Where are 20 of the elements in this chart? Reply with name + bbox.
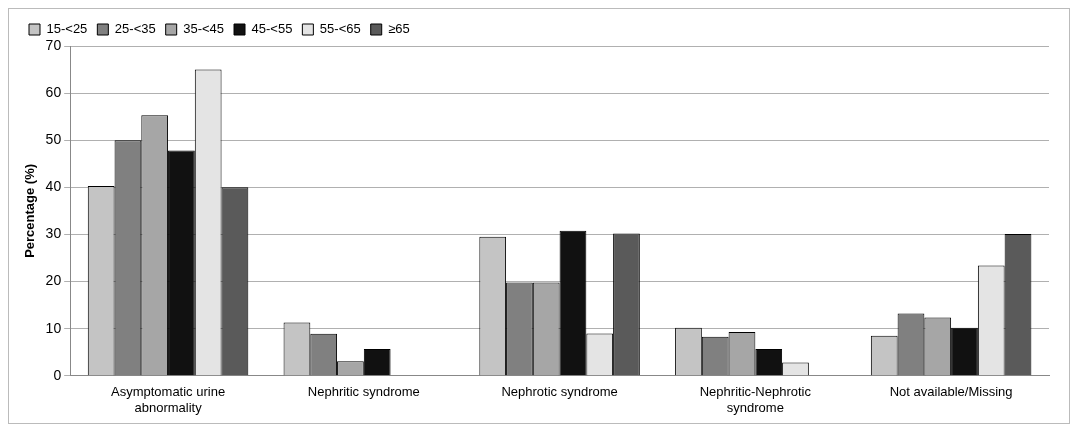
y-tick-label: 20: [45, 272, 62, 289]
x-tick-label: Asymptomatic urine abnormality: [110, 384, 226, 415]
legend-label: 25-<35: [114, 21, 156, 37]
x-tick-label: Nephrotic syndrome: [501, 384, 618, 400]
legend-label: 55-<65: [319, 21, 361, 37]
legend-label: ≥65: [388, 21, 410, 37]
x-tick-label: Not available/Missing: [889, 384, 1013, 400]
y-tick-label: 0: [53, 366, 62, 383]
y-tick-label: 30: [45, 225, 62, 242]
x-tick-label: Nephritic syndrome: [307, 384, 420, 400]
y-tick-label: 10: [45, 319, 62, 336]
legend-label: 35-<45: [183, 21, 225, 37]
x-tick-label: Nephritic-Nephrotic syndrome: [699, 384, 812, 415]
legend-label: 15-<25: [46, 21, 88, 37]
y-tick-label: 70: [45, 36, 62, 53]
y-tick-label: 40: [45, 178, 62, 195]
y-tick-label: 50: [45, 131, 62, 148]
legend-label: 45-<55: [251, 21, 293, 37]
y-tick-label: 60: [45, 83, 62, 100]
y-axis-title: Percentage (%): [22, 163, 38, 258]
